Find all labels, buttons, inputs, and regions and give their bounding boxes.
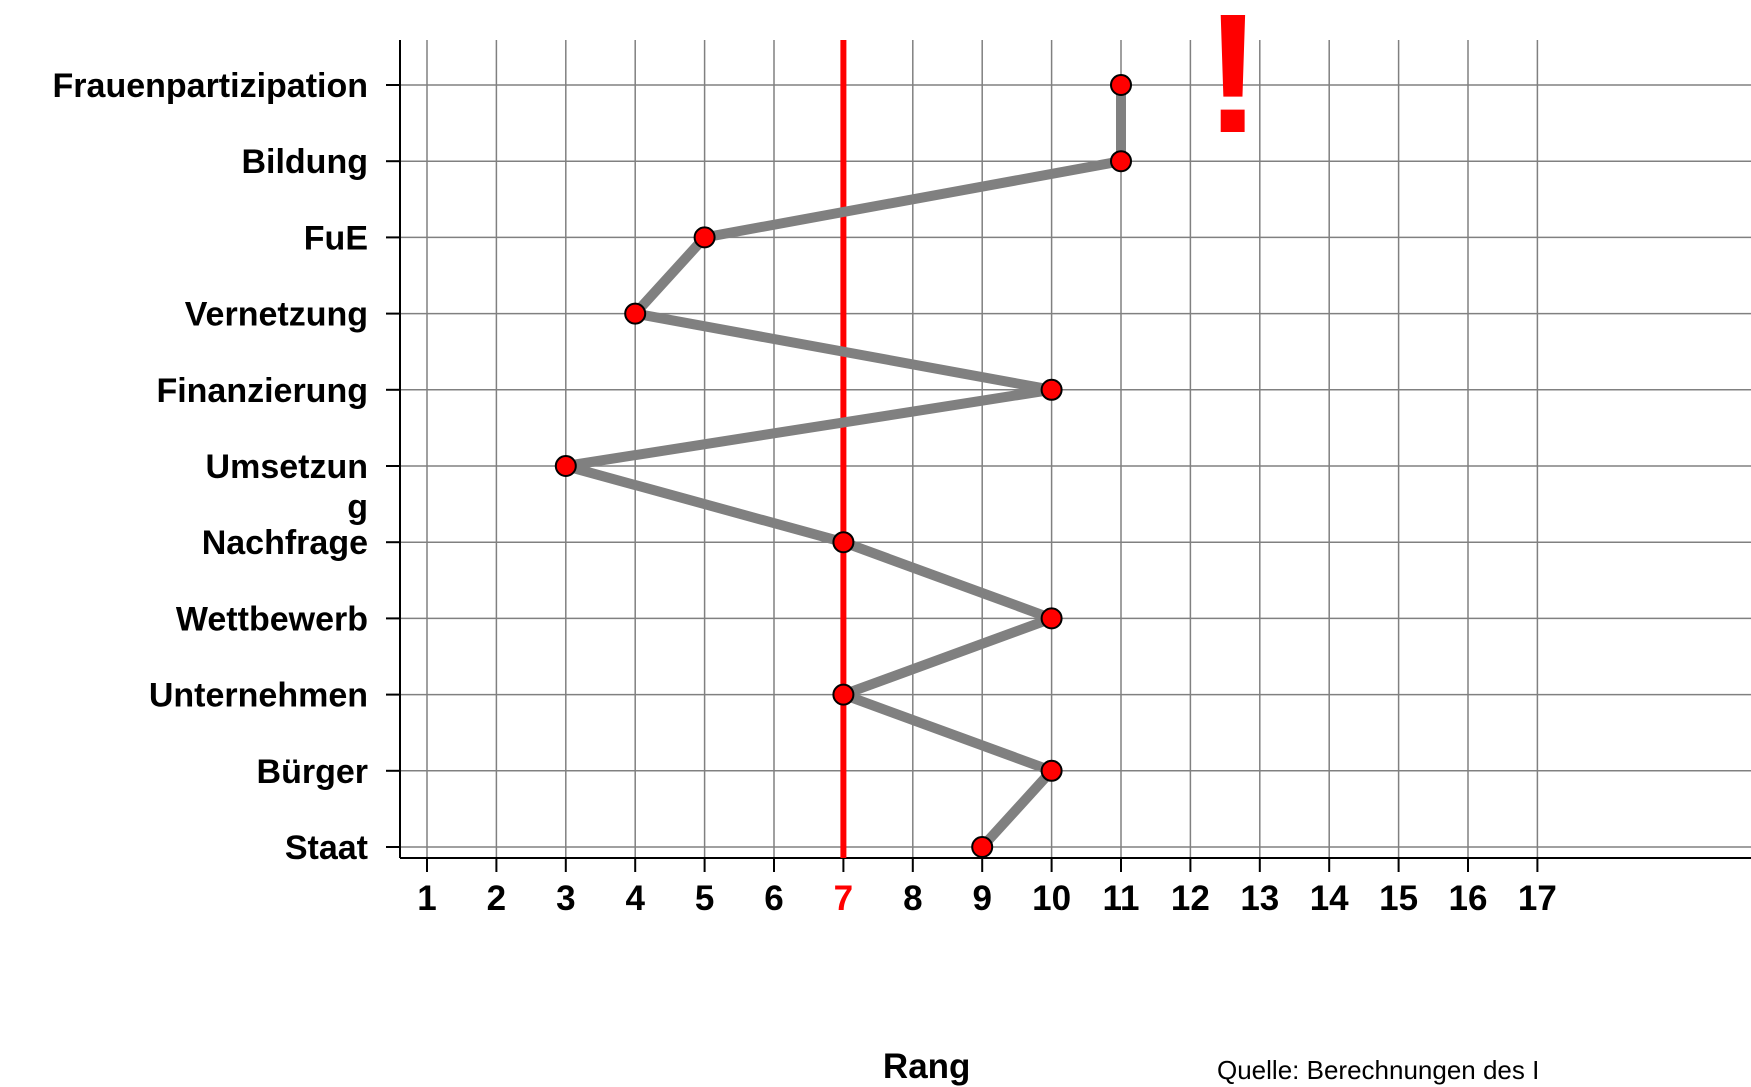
x-tick-label: 11 xyxy=(1103,879,1140,918)
x-tick-label: 10 xyxy=(1032,879,1071,918)
data-point xyxy=(1040,378,1063,401)
category-label: Frauenpartizipation xyxy=(53,67,368,105)
data-point xyxy=(971,836,994,858)
x-tick-label: 9 xyxy=(972,879,991,918)
axes xyxy=(386,40,1751,872)
data-point xyxy=(1110,150,1132,173)
x-tick-label: 1 xyxy=(417,879,436,918)
x-tick-label: 8 xyxy=(903,879,922,918)
x-tick-label: 13 xyxy=(1240,879,1279,918)
x-tick-label: 3 xyxy=(556,879,575,918)
x-tick-label: 7 xyxy=(834,879,853,918)
x-tick-label: 5 xyxy=(695,879,714,918)
source-note: Quelle: Berechnungen des I xyxy=(1217,1055,1539,1085)
category-label: Bürger xyxy=(257,753,368,791)
x-tick-label: 4 xyxy=(625,879,645,918)
data-point xyxy=(1040,607,1063,630)
x-tick-label: 17 xyxy=(1518,879,1557,918)
data-point xyxy=(693,226,716,249)
data-point xyxy=(1040,759,1063,782)
data-point xyxy=(624,302,647,325)
data-point xyxy=(554,455,577,477)
x-tick-label: 14 xyxy=(1310,879,1349,918)
x-axis-title: Rang xyxy=(883,1047,971,1086)
category-label: Nachfrage xyxy=(202,524,368,562)
category-label: Wettbewerb xyxy=(176,600,368,638)
x-tick-label: 15 xyxy=(1379,879,1418,918)
data-point xyxy=(832,683,855,706)
category-label: Umsetzun xyxy=(206,448,368,486)
annotation-exclamation: ! xyxy=(1205,0,1262,169)
x-tick-label: 16 xyxy=(1449,879,1488,918)
x-tick-label: 12 xyxy=(1171,879,1210,918)
grid xyxy=(400,40,1751,858)
category-label: Staat xyxy=(285,829,368,867)
category-labels: Frauenpartizipation Bildung FuE Vernetzung F… xyxy=(53,67,368,867)
data-point xyxy=(1110,74,1132,96)
category-label: Unternehmen xyxy=(149,677,368,715)
category-label: Bildung xyxy=(241,143,368,181)
category-label: Finanzierung xyxy=(156,372,368,410)
x-tick-label: 2 xyxy=(487,879,506,918)
category-label: FuE xyxy=(304,219,368,257)
series xyxy=(554,74,1132,858)
x-tick-labels: 1 2 3 4 5 6 7 8 9 10 11 12 13 14 15 16 17 xyxy=(417,879,1557,918)
category-label: Vernetzung xyxy=(185,296,368,334)
category-label-wrap: g xyxy=(347,488,368,526)
x-tick-label: 6 xyxy=(764,879,783,918)
data-point xyxy=(832,531,855,554)
